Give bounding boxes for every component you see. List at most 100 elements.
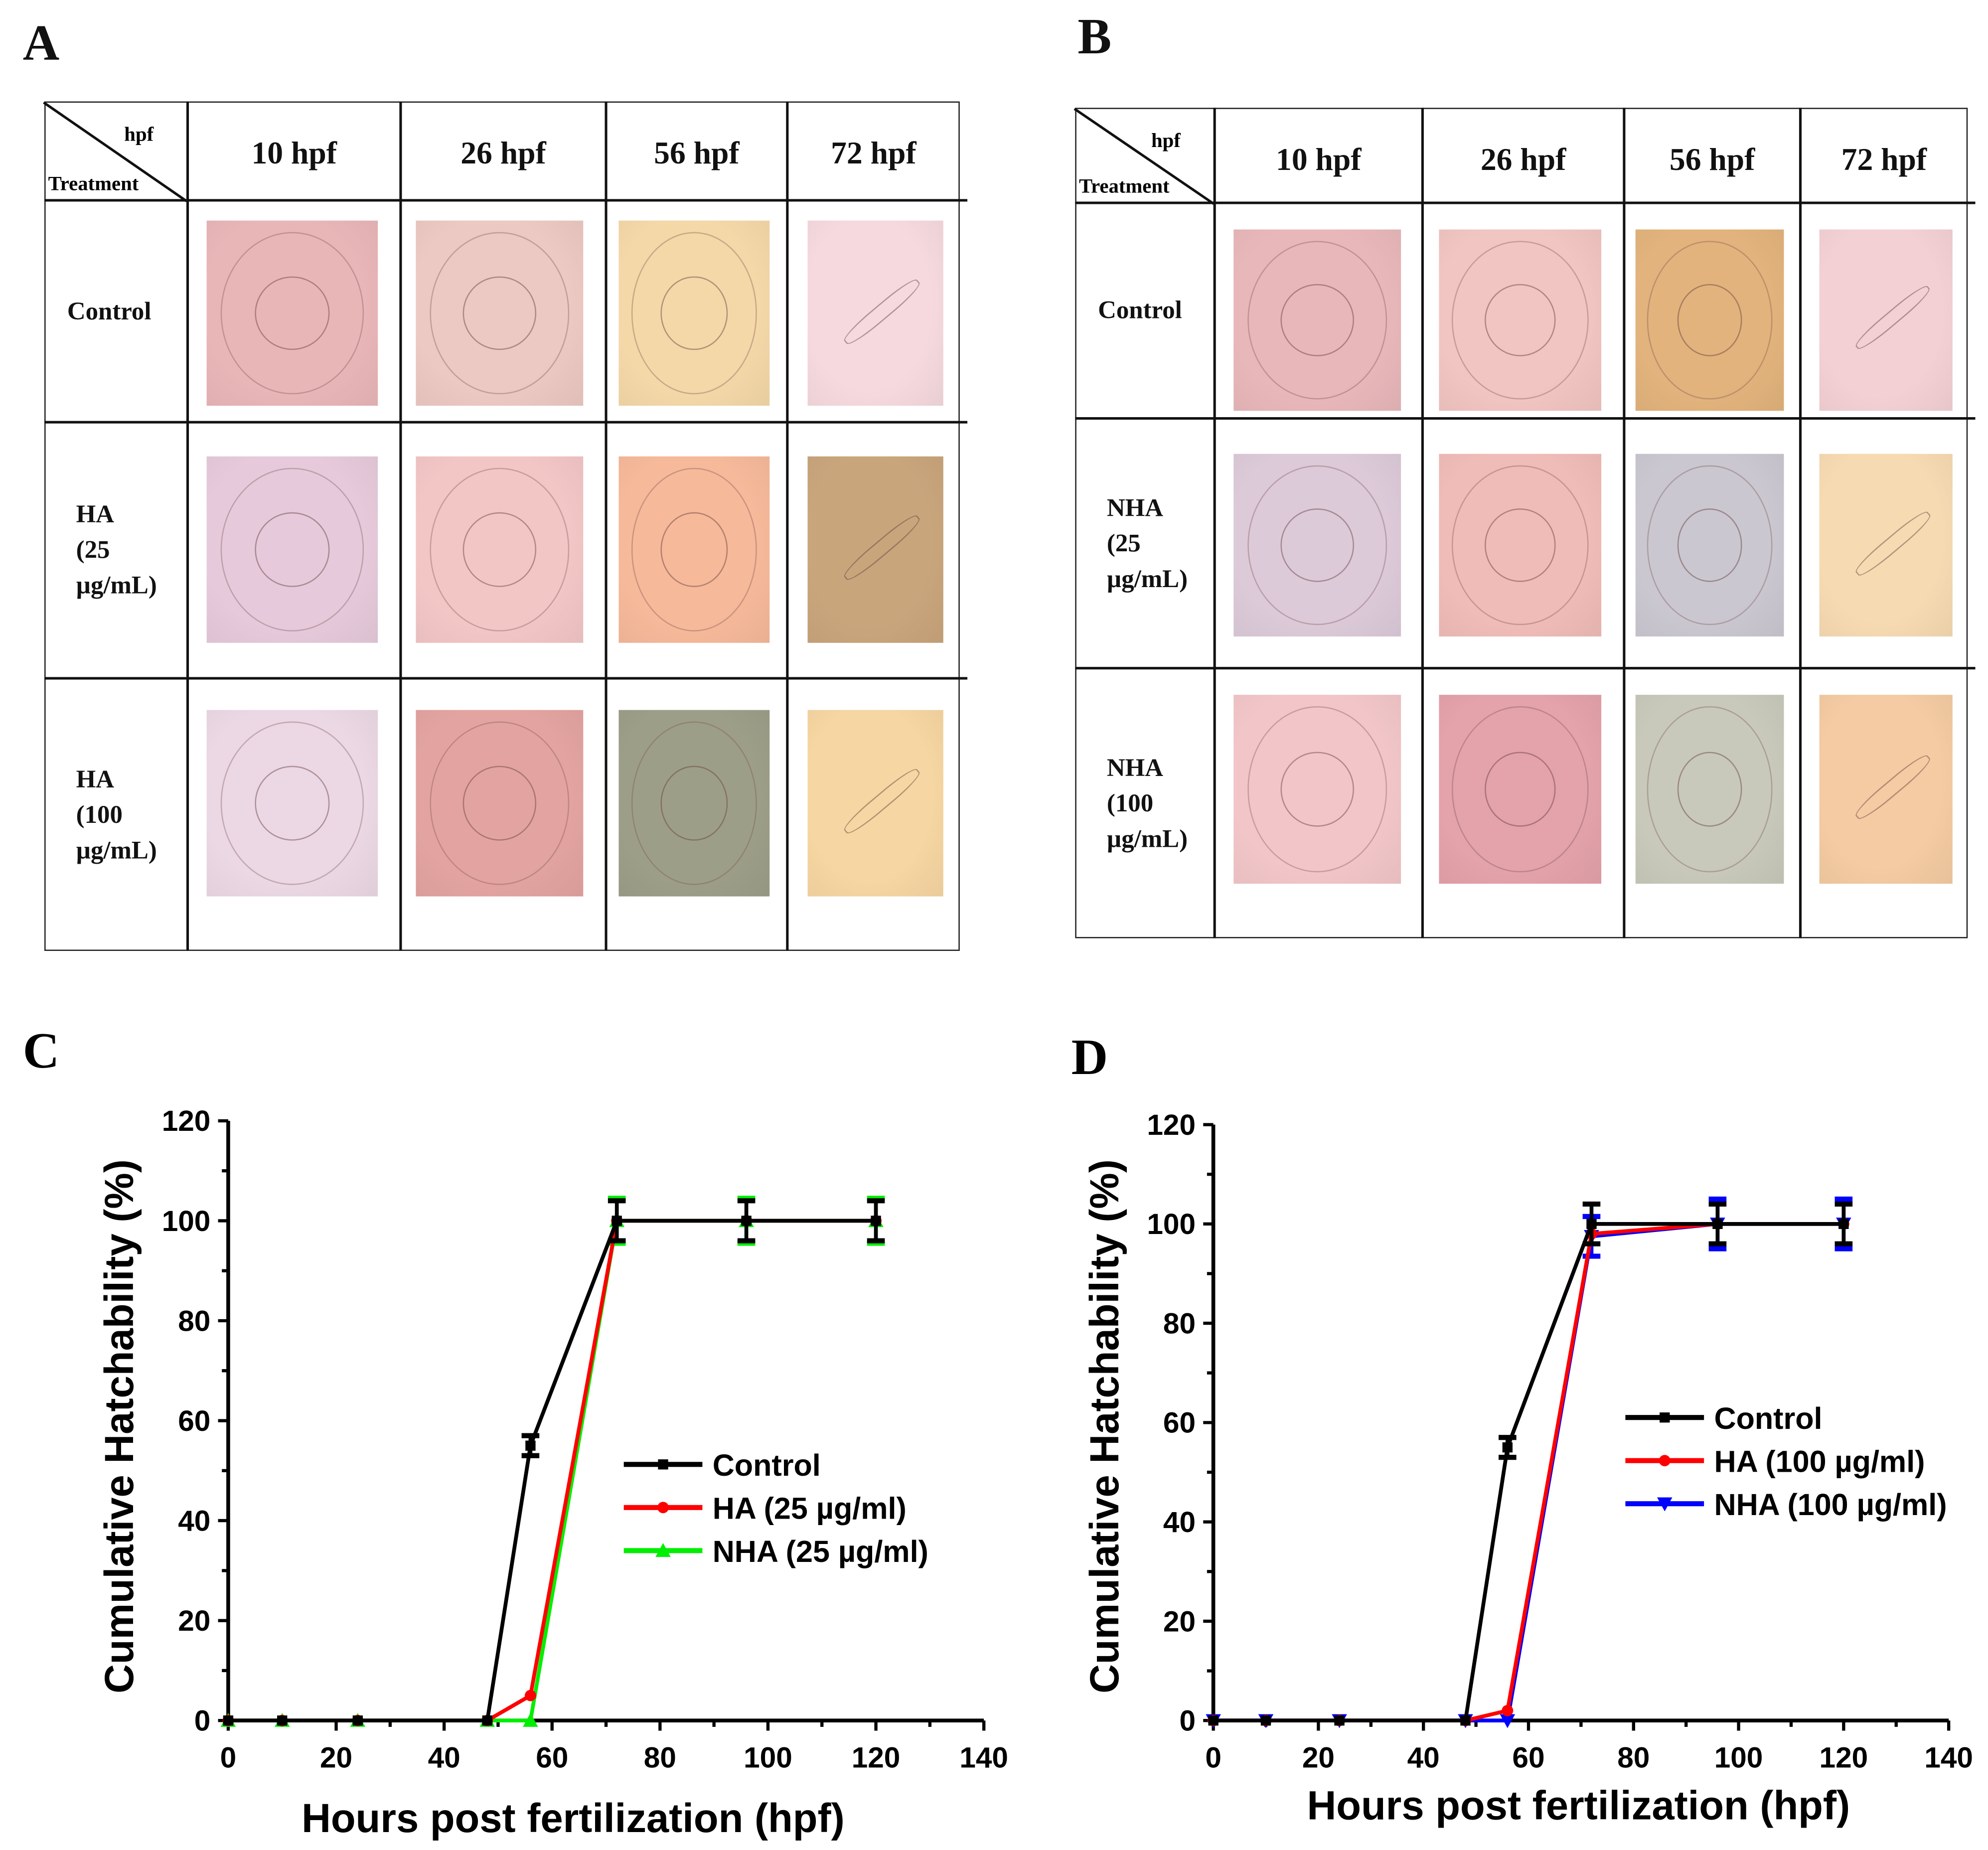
data-point [1586, 1219, 1597, 1229]
row-label-line: NHA [1106, 493, 1164, 522]
row-label: Control [1098, 293, 1182, 328]
x-tick-label: 140 [959, 1741, 1008, 1774]
row-divider [44, 677, 968, 680]
column-divider [186, 101, 189, 951]
panel-letter-C: C [23, 1023, 59, 1079]
y-tick-label: 0 [1179, 1705, 1196, 1737]
x-tick-label: 40 [1407, 1741, 1440, 1774]
legend-label: NHA (100 µg/ml) [1714, 1488, 1947, 1522]
embryo [661, 766, 728, 841]
x-tick-label: 20 [320, 1741, 352, 1774]
x-tick-label: 120 [852, 1741, 901, 1774]
embryo-photo [1635, 454, 1784, 637]
row-label-line: HA [76, 500, 114, 529]
row-label-line: (25 [76, 536, 110, 565]
y-tick-label: 120 [1147, 1109, 1196, 1141]
y-axis-label: Cumulative Hatchability (%) [1082, 1159, 1127, 1694]
data-point [523, 1712, 538, 1727]
embryo [1677, 751, 1743, 827]
row-label-line: µg/mL) [76, 836, 157, 864]
panel-letter-B: B [1077, 7, 1112, 65]
row-divider [44, 421, 968, 424]
embryo [1280, 751, 1355, 827]
embryo-photo [1819, 454, 1953, 637]
x-tick-label: 0 [1205, 1741, 1222, 1774]
embryo [254, 766, 330, 841]
embryo [1280, 284, 1355, 357]
row-divider [44, 199, 968, 202]
data-point [741, 1216, 752, 1226]
column-header: 26 hpf [1480, 143, 1566, 178]
y-tick-label: 100 [162, 1205, 211, 1237]
column-header: 56 hpf [1669, 143, 1755, 178]
y-tick-label: 0 [194, 1705, 211, 1737]
series-line-0 [228, 1219, 876, 1723]
chorion [1452, 464, 1588, 626]
embryo [1484, 284, 1556, 357]
row-label-line: (25 [1106, 529, 1141, 558]
chorion [1647, 240, 1772, 400]
column-divider [399, 101, 402, 951]
y-tick-label: 120 [162, 1105, 211, 1137]
column-header: 72 hpf [831, 137, 917, 171]
legend-marker [657, 1502, 669, 1514]
legend-marker [1657, 1497, 1673, 1512]
embryo-photo [416, 220, 584, 406]
chorion [220, 721, 364, 886]
chorion [429, 231, 570, 395]
data-point [1712, 1219, 1723, 1229]
embryo [1484, 508, 1556, 582]
embryo [661, 512, 728, 587]
photo-table-B [1075, 108, 1968, 938]
embryo-photo [1439, 695, 1602, 884]
row-divider [1075, 667, 1976, 670]
x-tick-label: 120 [1820, 1741, 1868, 1774]
row-label-line: µg/mL) [1106, 824, 1188, 853]
chorion [220, 231, 364, 395]
embryo-photo [618, 710, 770, 897]
embryo-photo [1233, 229, 1401, 411]
data-point [525, 1440, 536, 1451]
row-label: Control [67, 294, 152, 329]
y-tick-label: 40 [1163, 1506, 1196, 1539]
row-label-line: Control [67, 297, 152, 325]
legend-label: Control [1714, 1401, 1822, 1435]
chorion [630, 467, 758, 632]
embryo-photo [1439, 454, 1602, 637]
y-tick-label: 20 [178, 1605, 210, 1637]
data-point [223, 1715, 234, 1726]
x-tick-label: 0 [220, 1741, 237, 1774]
data-point [482, 1715, 492, 1726]
embryo [254, 276, 330, 350]
chorion [429, 721, 570, 886]
data-point [1334, 1715, 1345, 1726]
data-point [1260, 1715, 1271, 1726]
row-label-line: (100 [76, 800, 123, 829]
embryo-photo [206, 710, 378, 897]
embryo-photo [416, 710, 584, 897]
panel-letter-A: A [22, 13, 60, 71]
data-point [1500, 1714, 1516, 1728]
row-label-line: HA [76, 765, 114, 793]
chorion [220, 467, 364, 632]
x-tick-label: 60 [1512, 1741, 1544, 1774]
column-header: 26 hpf [460, 137, 546, 171]
column-divider [1213, 108, 1216, 938]
row-label: NHA (25 µg/mL) [1107, 490, 1188, 597]
data-point [871, 1216, 881, 1226]
embryo [1484, 751, 1556, 827]
row-label-line: NHA [1106, 754, 1164, 782]
column-divider [1623, 108, 1626, 938]
row-label-line: µg/mL) [1106, 565, 1188, 593]
embryo [1677, 284, 1743, 357]
x-tick-label: 40 [428, 1741, 460, 1774]
x-tick-label: 60 [536, 1741, 568, 1774]
data-point [352, 1715, 363, 1726]
y-tick-label: 40 [178, 1505, 210, 1537]
corner-label-hpf: hpf [124, 124, 154, 146]
embryo-photo [1233, 695, 1401, 884]
row-label: HA (25 µg/mL) [76, 497, 157, 604]
data-point [1502, 1704, 1514, 1716]
column-divider [1799, 108, 1802, 938]
